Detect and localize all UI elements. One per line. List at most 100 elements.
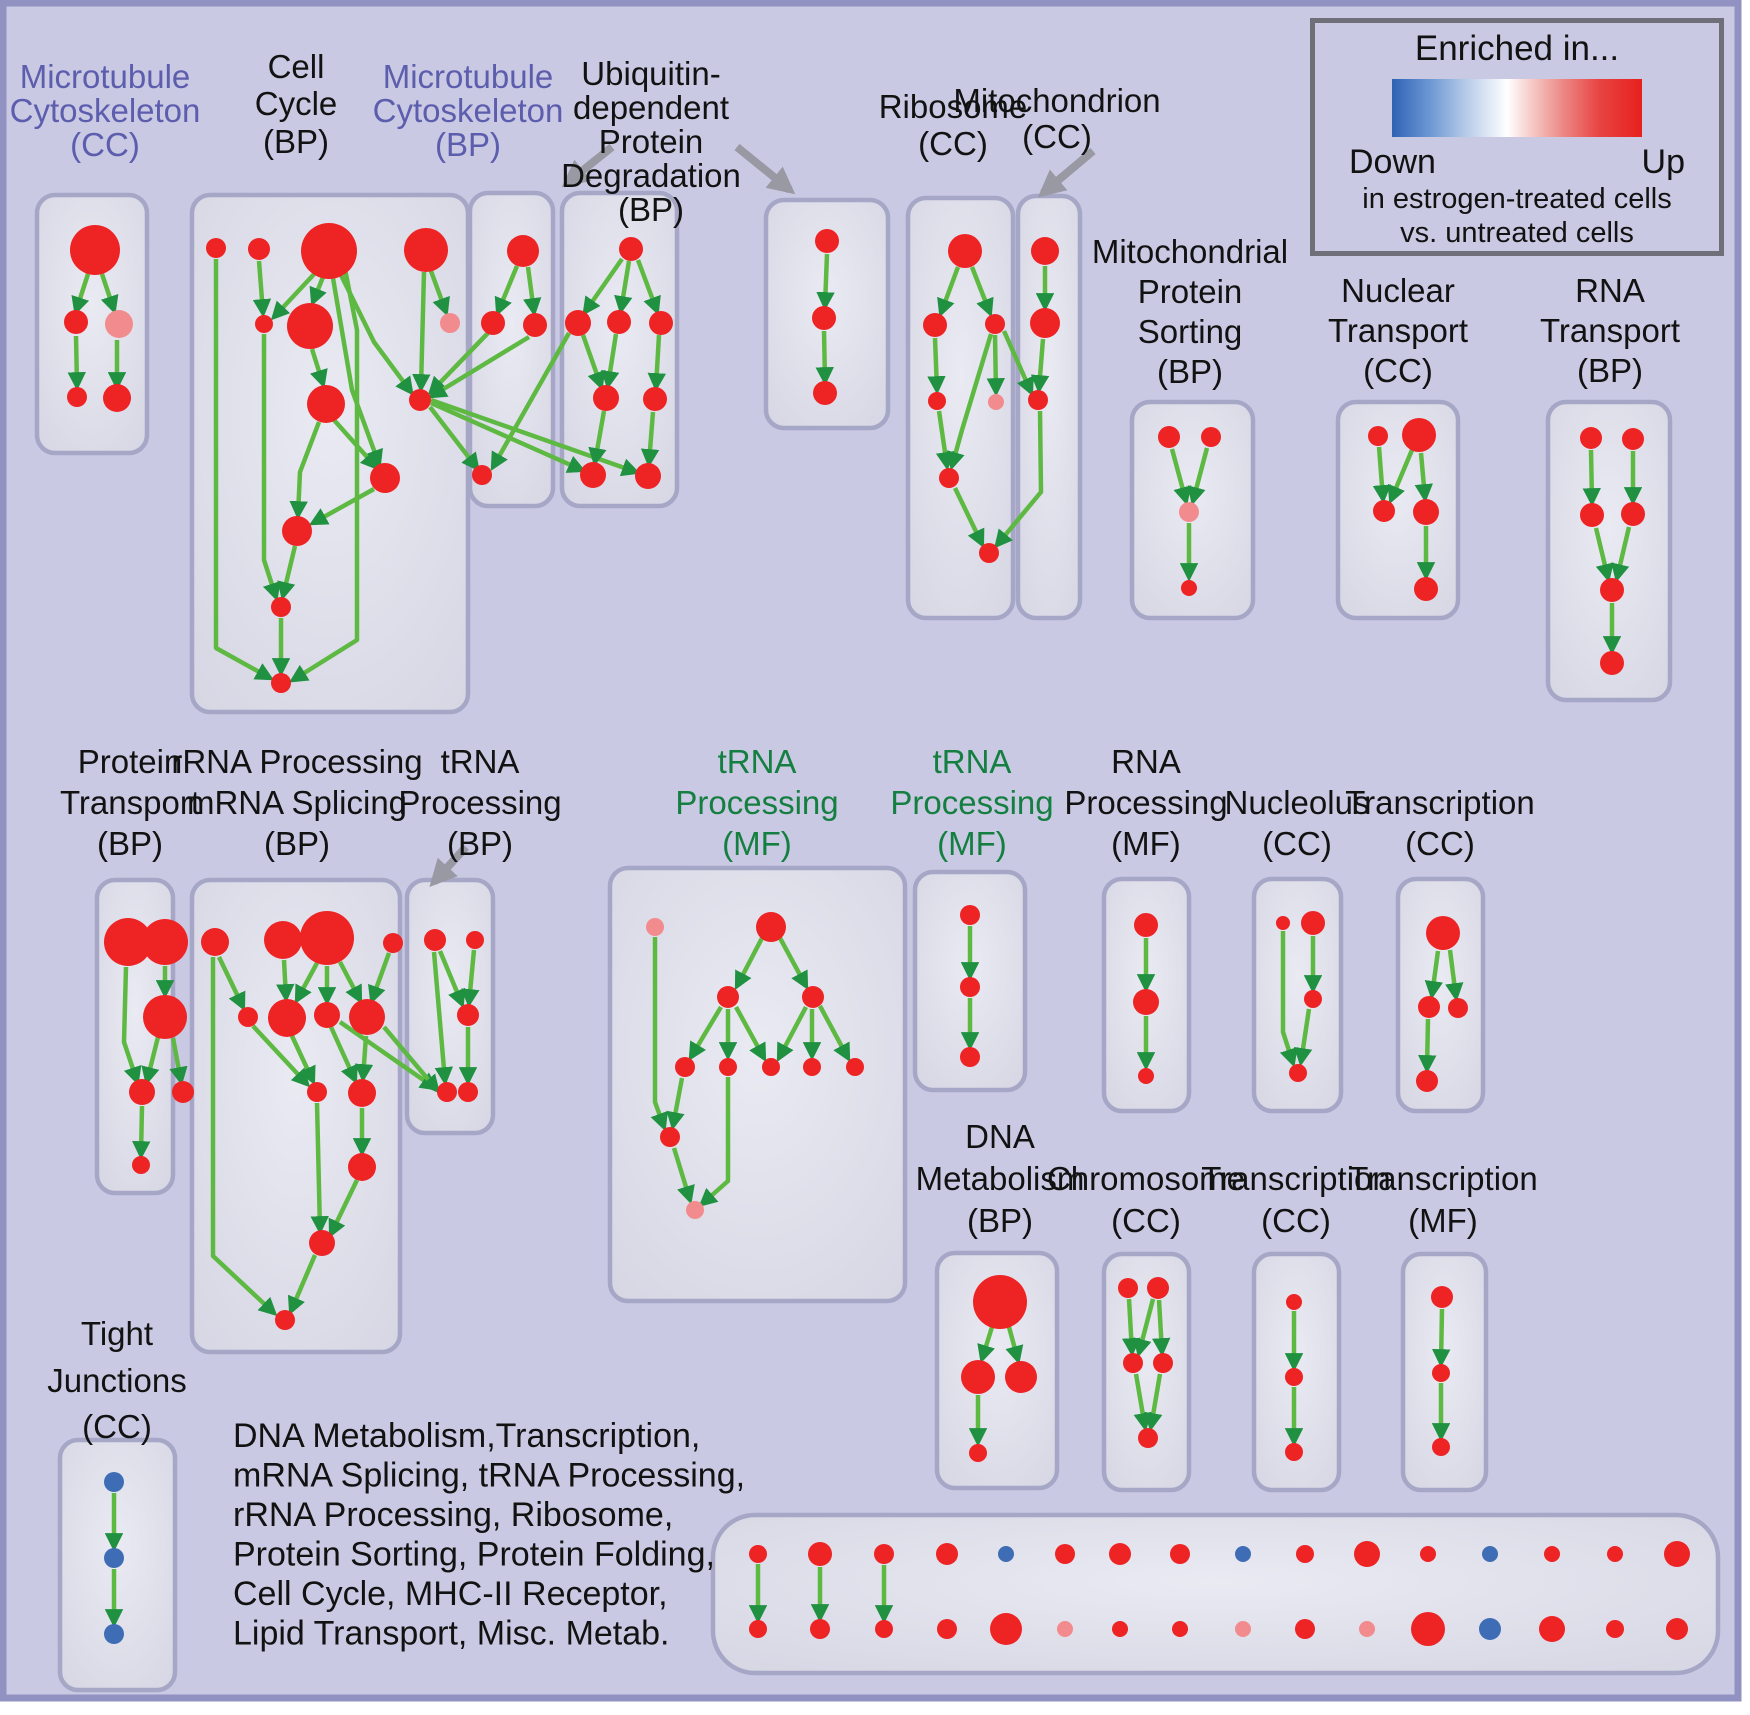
edge (946, 333, 994, 471)
edge (1001, 330, 1034, 397)
label-rrna-processing-mrna-splicing-bp-line2: mRNA Splicing (187, 784, 407, 821)
go-term-node-red (960, 905, 980, 925)
go-term-node-red (874, 1544, 894, 1564)
go-term-node-red (649, 311, 673, 335)
edge (276, 959, 295, 1003)
label-rna-processing-mf-line1: RNA (1111, 743, 1181, 780)
go-term-node-red (1411, 1612, 1445, 1646)
label-mitochondrial-protein-sorting-bp-line1: Mitochondrial (1092, 233, 1288, 270)
go-term-node-red (815, 229, 839, 253)
go-term-node-red (1431, 1286, 1453, 1308)
go-term-node-red (1600, 651, 1624, 675)
go-term-node-red (1420, 1546, 1436, 1562)
label-transcription-cc-bottom-line1: Transcription (1201, 1160, 1391, 1197)
label-cell-cycle-bp-line3: (BP) (263, 123, 329, 160)
edge (688, 1005, 723, 1061)
edge (1151, 1299, 1171, 1357)
label-trna-processing-mf-1-line3: (MF) (722, 825, 792, 862)
go-term-node-red (271, 597, 291, 617)
go-term-node-red (990, 1613, 1022, 1645)
edge (1387, 449, 1415, 505)
go-term-node-red (607, 310, 631, 334)
label-pointer-arrows (429, 143, 1096, 888)
label-nuclear-transport-cc-line1: Nuclear (1341, 272, 1455, 309)
edge (169, 1037, 188, 1086)
go-term-node-red (810, 1619, 830, 1639)
go-term-node-red (1413, 499, 1439, 525)
edge (252, 260, 272, 318)
go-term-node-red (1138, 1068, 1154, 1084)
label-tight-junctions-cc-line3: (CC) (82, 1408, 152, 1445)
edge (815, 330, 834, 386)
edge (132, 1105, 151, 1160)
go-term-node-red (1153, 1353, 1173, 1373)
misc-text-line5: Cell Cycle, MHC-II Receptor, (233, 1575, 668, 1613)
misc-text-line1: DNA Metabolism,Transcription, (233, 1417, 700, 1455)
go-term-node-red (802, 986, 824, 1008)
label-trna-processing-bp-line2: Processing (398, 784, 561, 821)
label-protein-transport-bp-line3: (BP) (97, 825, 163, 862)
go-term-node-red (1432, 1438, 1450, 1456)
go-term-node-red (132, 1156, 150, 1174)
go-term-node-red (719, 1058, 737, 1076)
edge (580, 334, 606, 391)
go-term-node-red (969, 1444, 987, 1462)
edge (277, 545, 298, 601)
label-microtubule-cytoskeleton-cc-line1: Microtubule (20, 58, 191, 95)
edge (261, 334, 281, 602)
edge (671, 1147, 695, 1205)
go-term-node-pink (1179, 502, 1199, 522)
go-term-node-red (206, 238, 226, 258)
go-term-node-red (936, 1543, 958, 1565)
label-nuclear-transport-cc-line2: Transport (1328, 312, 1468, 349)
label-ubiquitin-degradation-bp-line5: (BP) (618, 191, 684, 228)
edge (309, 276, 327, 307)
go-term-node-red (803, 1058, 821, 1076)
edge (698, 1077, 731, 1208)
go-term-node-red (675, 1057, 695, 1077)
go-term-node-red (1030, 308, 1060, 338)
label-trna-processing-mf-2-line1: tRNA (933, 743, 1012, 780)
edge (1144, 1373, 1163, 1432)
go-term-node-red (300, 911, 354, 965)
go-term-node-red (143, 995, 187, 1039)
edge (1133, 1298, 1156, 1358)
go-term-node-red (409, 389, 431, 411)
go-term-node-red (271, 673, 291, 693)
label-ubiquitin-degradation-bp-line2: dependent (573, 89, 729, 126)
go-term-node-pink (1235, 1621, 1251, 1637)
go-term-node-red (808, 1542, 832, 1566)
edge (816, 253, 835, 311)
label-microtubule-cytoskeleton-cc-line2: Cytoskeleton (10, 92, 201, 129)
go-term-node-red (1621, 502, 1645, 526)
go-term-node-red (507, 235, 539, 267)
go-term-node-red (1416, 1070, 1438, 1092)
go-term-node-red (846, 1058, 864, 1076)
edge (1030, 338, 1050, 394)
go-term-node-red (142, 919, 188, 965)
go-term-node-red (1031, 237, 1059, 265)
go-term-node-red (1368, 426, 1388, 446)
edge (818, 1004, 851, 1063)
label-ribosome-cc-line1: Ribosome (879, 88, 1028, 125)
label-mitochondrial-protein-sorting-bp-line3: Sorting (1138, 313, 1243, 350)
label-microtubule-cytoskeleton-bp-line1: Microtubule (383, 58, 554, 95)
legend-down-label: Down (1349, 143, 1436, 181)
edge (523, 266, 542, 317)
label-ubiquitin-degradation-bp-line4: Degradation (561, 157, 741, 194)
go-term-node-red (70, 225, 120, 275)
edge (1593, 527, 1614, 583)
label-rrna-processing-mrna-splicing-bp-line1: rRNA Processing (171, 743, 422, 780)
go-term-node-blue (1482, 1546, 1498, 1562)
cluster-box-transcription-cc-mid (1395, 876, 1486, 1114)
go-term-node-red (660, 1127, 680, 1147)
edge (937, 266, 961, 318)
edge (121, 966, 142, 1086)
legend-title: Enriched in... (1414, 29, 1620, 68)
edge (588, 410, 607, 467)
network-nodes (64, 223, 1690, 1646)
edge (927, 337, 946, 395)
go-term-node-red (1289, 1064, 1307, 1082)
